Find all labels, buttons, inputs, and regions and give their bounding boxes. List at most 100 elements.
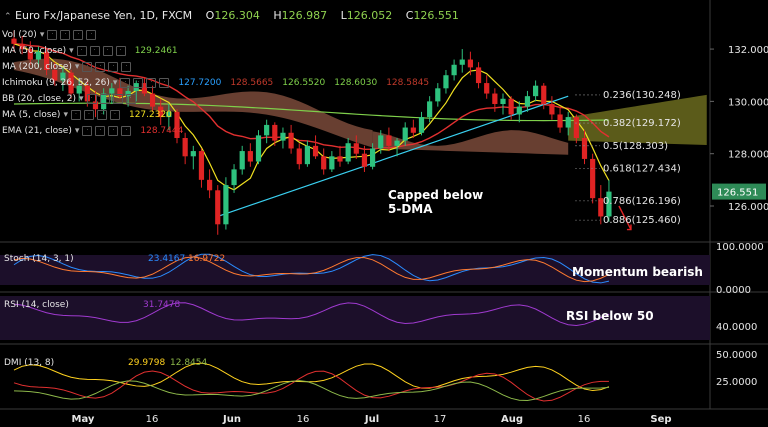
close-icon[interactable]: · — [102, 46, 113, 56]
candle-body[interactable] — [255, 135, 262, 162]
candle-body[interactable] — [565, 117, 571, 128]
candle-body[interactable] — [190, 151, 196, 157]
candle-body[interactable] — [467, 59, 473, 68]
eye-icon[interactable]: · — [86, 94, 97, 104]
candle-body[interactable] — [296, 148, 302, 165]
gear-icon[interactable]: · — [99, 94, 110, 104]
candle-body[interactable] — [386, 135, 392, 146]
candle-body[interactable] — [182, 138, 188, 157]
candle-body[interactable] — [239, 151, 245, 170]
candle-body[interactable] — [459, 59, 465, 65]
candle-body[interactable] — [101, 93, 107, 110]
price-candles[interactable] — [11, 30, 632, 235]
close-icon[interactable]: · — [112, 94, 123, 104]
collapse-icon[interactable]: ⌃ — [4, 12, 12, 22]
candle-body[interactable] — [231, 169, 237, 186]
eye-icon[interactable]: · — [120, 78, 131, 88]
candle-body[interactable] — [321, 156, 327, 170]
candle-body[interactable] — [304, 145, 310, 165]
candle-body[interactable] — [11, 38, 17, 44]
candle-body[interactable] — [27, 49, 33, 60]
candle-body[interactable] — [198, 151, 205, 180]
candle-body[interactable] — [92, 101, 99, 110]
candle-body[interactable] — [223, 185, 229, 225]
gear-icon[interactable]: · — [95, 126, 106, 136]
close-icon[interactable]: · — [96, 110, 107, 120]
close-icon[interactable]: · — [108, 126, 119, 136]
candle-body[interactable] — [84, 85, 90, 102]
candle-body[interactable] — [35, 51, 42, 60]
candle-body[interactable] — [361, 153, 368, 167]
candle-body[interactable] — [280, 132, 286, 141]
candle-body[interactable] — [443, 75, 449, 89]
eye-icon[interactable]: · — [76, 46, 87, 56]
indicator-row[interactable]: MA (5, close) ▾ · · · · 127.2320 — [2, 108, 172, 122]
close-icon[interactable]: · — [73, 30, 84, 40]
candle-body[interactable] — [606, 191, 612, 217]
gear-icon[interactable]: · — [60, 30, 71, 40]
more-icon[interactable]: · — [115, 46, 126, 56]
candle-body[interactable] — [475, 67, 482, 84]
candle-body[interactable] — [109, 88, 115, 94]
candle-body[interactable] — [427, 101, 433, 118]
candle-body[interactable] — [435, 88, 441, 102]
more-icon[interactable]: · — [159, 78, 170, 88]
candle-body[interactable] — [264, 124, 270, 136]
candle-body[interactable] — [288, 132, 294, 149]
candle-body[interactable] — [19, 43, 25, 50]
candle-body[interactable] — [508, 98, 514, 115]
gear-icon[interactable]: · — [83, 110, 94, 120]
candle-body[interactable] — [581, 138, 588, 159]
candle-body[interactable] — [516, 106, 522, 115]
price-axis[interactable]: 132.000 130.000 128.000 126.000 126.551 — [710, 45, 768, 213]
candle-body[interactable] — [500, 98, 506, 104]
candle-body[interactable] — [141, 83, 147, 94]
candle-body[interactable] — [133, 83, 139, 91]
more-icon[interactable]: · — [121, 62, 132, 72]
indicator-row[interactable]: EMA (21, close) ▾ · · · · 128.7444 — [2, 124, 183, 138]
indicator-row[interactable]: MA (50, close) ▾ · · · · 129.2461 — [2, 44, 178, 58]
candle-body[interactable] — [590, 158, 596, 199]
candle-body[interactable] — [533, 85, 539, 97]
candle-body[interactable] — [345, 143, 351, 162]
candle-body[interactable] — [215, 190, 221, 225]
candle-body[interactable] — [76, 85, 82, 94]
indicator-row[interactable]: Ichimoku (9, 26, 52, 26) ▾ · · · · 127.7200 128… — [2, 76, 429, 90]
indicator-row[interactable]: Vol (20) ▾ · · · · — [2, 28, 97, 42]
candle-body[interactable] — [44, 51, 50, 70]
candle-body[interactable] — [598, 198, 604, 217]
candle-body[interactable] — [166, 111, 172, 118]
candle-body[interactable] — [573, 117, 579, 138]
candle-body[interactable] — [272, 124, 278, 141]
more-icon[interactable]: · — [121, 126, 132, 136]
gear-icon[interactable]: · — [89, 46, 100, 56]
candle-body[interactable] — [117, 88, 123, 97]
indicator-row[interactable]: BB (20, close, 2) ▾ · · · · — [2, 92, 136, 106]
candle-body[interactable] — [370, 148, 376, 167]
eye-icon[interactable]: · — [82, 62, 93, 72]
candle-body[interactable] — [158, 106, 164, 118]
candle-body[interactable] — [337, 156, 343, 162]
chevron-down-icon[interactable]: ▾ — [63, 110, 68, 120]
eye-icon[interactable]: · — [70, 110, 81, 120]
candle-body[interactable] — [484, 83, 490, 94]
candle-body[interactable] — [524, 96, 531, 107]
eye-icon[interactable]: · — [47, 30, 58, 40]
candle-body[interactable] — [329, 156, 335, 170]
time-axis[interactable]: May 16 Jun 16 Jul 17 Aug 16 Sep — [72, 414, 672, 425]
candle-body[interactable] — [247, 151, 253, 162]
candle-body[interactable] — [60, 72, 66, 81]
candle-body[interactable] — [378, 135, 384, 149]
chevron-down-icon[interactable]: ▾ — [69, 46, 74, 56]
candle-body[interactable] — [394, 140, 400, 146]
candle-body[interactable] — [557, 114, 563, 128]
indicator-row[interactable]: MA (200, close) ▾ · · · · — [2, 60, 132, 74]
candle-body[interactable] — [312, 145, 319, 157]
candle-body[interactable] — [492, 93, 498, 104]
candle-body[interactable] — [149, 93, 156, 107]
candle-body[interactable] — [207, 179, 213, 191]
candle-body[interactable] — [52, 70, 58, 81]
eye-icon[interactable]: · — [82, 126, 93, 136]
more-icon[interactable]: · — [109, 110, 120, 120]
chevron-down-icon[interactable]: ▾ — [112, 78, 118, 88]
